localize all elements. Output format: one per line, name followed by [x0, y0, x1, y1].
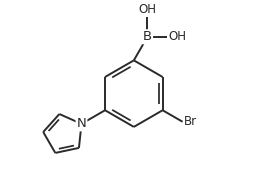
Text: N: N — [77, 117, 86, 130]
Text: Br: Br — [184, 115, 197, 128]
Text: B: B — [143, 30, 152, 43]
Text: OH: OH — [139, 3, 156, 16]
Text: OH: OH — [169, 30, 187, 43]
